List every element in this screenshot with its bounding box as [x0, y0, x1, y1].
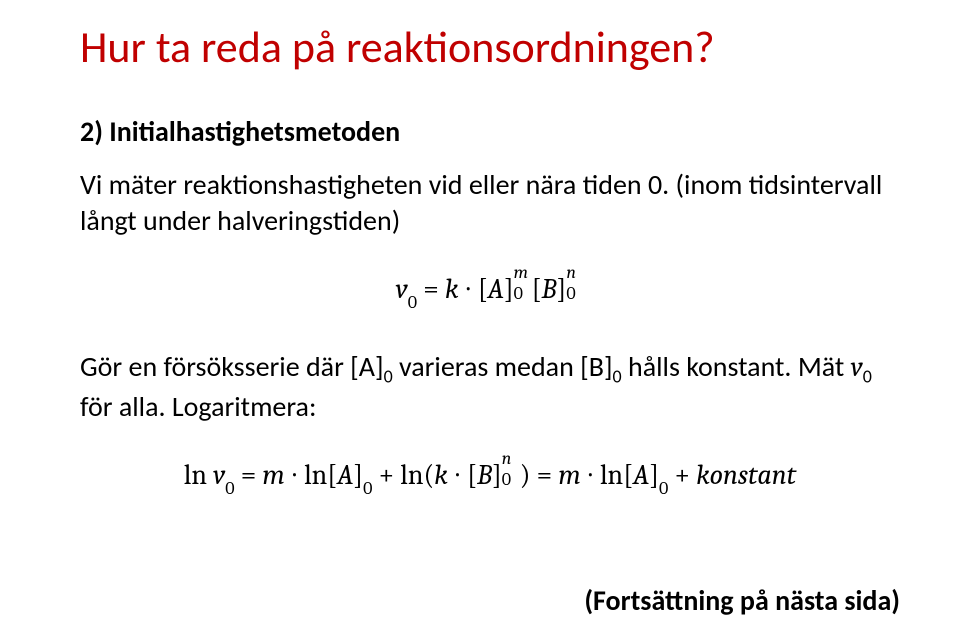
- eq1-dot1: ∙: [459, 273, 478, 305]
- eq1-k: k: [445, 273, 459, 305]
- subheading: 2) Initialhastighetsmetoden: [80, 114, 900, 149]
- p2-d: för alla. Logaritmera:: [80, 389, 316, 424]
- eq2-Asub2: 0: [659, 478, 668, 499]
- eq2-lbB: [: [467, 459, 477, 491]
- eq2-dot1: ∙: [285, 459, 304, 491]
- eq2-B-sub: 0: [502, 469, 511, 490]
- eq1-sub0: 0: [408, 292, 417, 313]
- eq2-k: k: [434, 459, 448, 491]
- eq1-eq: =: [417, 273, 445, 305]
- paragraph-2: Gör en försöksserie där [A]0 varieras me…: [80, 349, 900, 425]
- paragraph-1: Vi mäter reaktionshastigheten vid eller …: [80, 167, 900, 240]
- eq2-m: m: [262, 459, 284, 491]
- p2-sub0b: 0: [613, 366, 622, 388]
- eq1-A-subsup: m0: [514, 270, 532, 298]
- eq2-ln1: ln: [184, 459, 213, 491]
- eq1-B-subsup: n0: [566, 270, 584, 298]
- p2-b: varieras medan [B]: [393, 349, 613, 384]
- eq2-A2: A: [633, 459, 649, 491]
- eq2-rbA2: ]: [649, 459, 659, 491]
- eq2-dot3: ∙: [581, 459, 600, 491]
- eq1-A-sup: m: [514, 262, 528, 283]
- eq2-plus2: +: [668, 459, 696, 491]
- p2-c: hålls konstant. Mät: [622, 349, 851, 384]
- eq1-B-sup: n: [566, 262, 576, 283]
- eq2-rp: ): [520, 459, 531, 491]
- footer-note: (Fortsättning på nästa sida): [584, 583, 900, 618]
- equation-2: ln v0 = m ∙ ln[A]0 + ln(k ∙ [B]n0) = m ∙…: [80, 456, 900, 496]
- eq2-B-sup: n: [502, 448, 512, 469]
- eq1-rbA: ]: [504, 273, 514, 305]
- eq2-eq1: =: [235, 459, 263, 491]
- eq2-plus: +: [372, 459, 400, 491]
- eq2-Asub1: 0: [363, 478, 372, 499]
- eq1-B: B: [541, 273, 556, 305]
- eq1-B-sub: 0: [566, 283, 575, 304]
- eq2-B-subsup: n0: [502, 456, 520, 484]
- eq2-sub0a: 0: [225, 478, 234, 499]
- p2-sub0a: 0: [384, 366, 393, 388]
- eq2-v: v: [213, 459, 225, 491]
- eq1-lbA: [: [478, 273, 488, 305]
- eq1-lbB: [: [532, 273, 542, 305]
- eq2-B: B: [477, 459, 492, 491]
- eq2-rbA1: ]: [353, 459, 363, 491]
- eq2-ln2: ln: [304, 459, 327, 491]
- eq2-ln3: ln(: [400, 459, 434, 491]
- slide: Hur ta reda på reaktionsordningen? 2) In…: [0, 0, 960, 643]
- eq1-v: v: [396, 273, 408, 305]
- eq2-konst: konstant: [696, 459, 796, 491]
- p2-v: v: [851, 351, 863, 383]
- eq2-dot2: ∙: [448, 459, 467, 491]
- eq2-A1: A: [337, 459, 353, 491]
- p2-a: Gör en försöksserie där [A]: [80, 349, 384, 384]
- eq1-A-sub: 0: [514, 283, 523, 304]
- eq2-rbB: ]: [492, 459, 502, 491]
- eq2-m2: m: [558, 459, 580, 491]
- equation-1: v0 = k ∙ [A]m0[B]n0: [80, 270, 900, 310]
- eq2-lbA2: [: [623, 459, 633, 491]
- p2-sub0c: 0: [863, 366, 872, 388]
- eq2-lbA1: [: [327, 459, 337, 491]
- eq1-rbB: ]: [557, 273, 567, 305]
- eq2-ln4: ln: [600, 459, 623, 491]
- eq2-eq2: =: [530, 459, 558, 491]
- eq1-A: A: [488, 273, 504, 305]
- page-title: Hur ta reda på reaktionsordningen?: [80, 20, 900, 74]
